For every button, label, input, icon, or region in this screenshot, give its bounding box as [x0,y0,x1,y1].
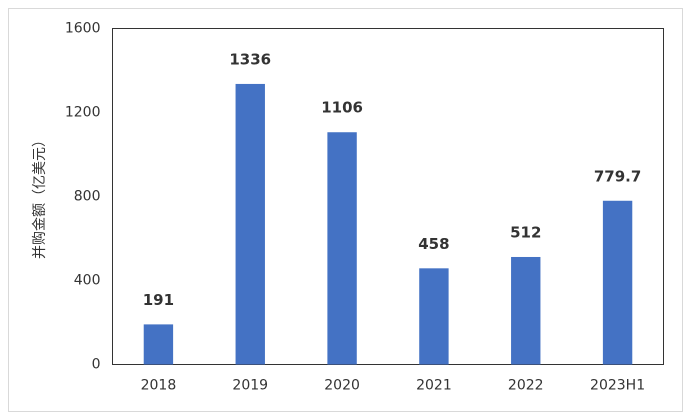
bar [235,83,265,365]
x-tick-label: 2022 [508,378,544,394]
bar [511,256,541,365]
bar [602,200,633,365]
x-tick-label: 2021 [416,378,452,394]
value-label: 779.7 [594,167,641,185]
bar [327,132,357,365]
x-tick-label: 2019 [232,378,268,394]
value-label: 458 [418,235,449,253]
y-tick-label: 800 [74,189,101,205]
y-tick-label: 1200 [65,105,101,121]
y-tick-label: 400 [74,273,101,289]
value-label: 512 [510,223,541,241]
x-tick-label: 2018 [141,378,177,394]
y-tick-label: 1600 [65,21,101,37]
value-label: 1106 [321,99,363,117]
plot-area [112,28,664,365]
bar [419,268,449,365]
x-tick-label: 2023H1 [590,378,645,394]
x-tick-label: 2020 [324,378,360,394]
y-tick-label: 0 [92,357,101,373]
value-label: 1336 [229,50,271,68]
bar [143,324,174,365]
value-label: 191 [143,291,174,309]
y-axis-label: 并购金额（亿美元） [32,133,48,259]
